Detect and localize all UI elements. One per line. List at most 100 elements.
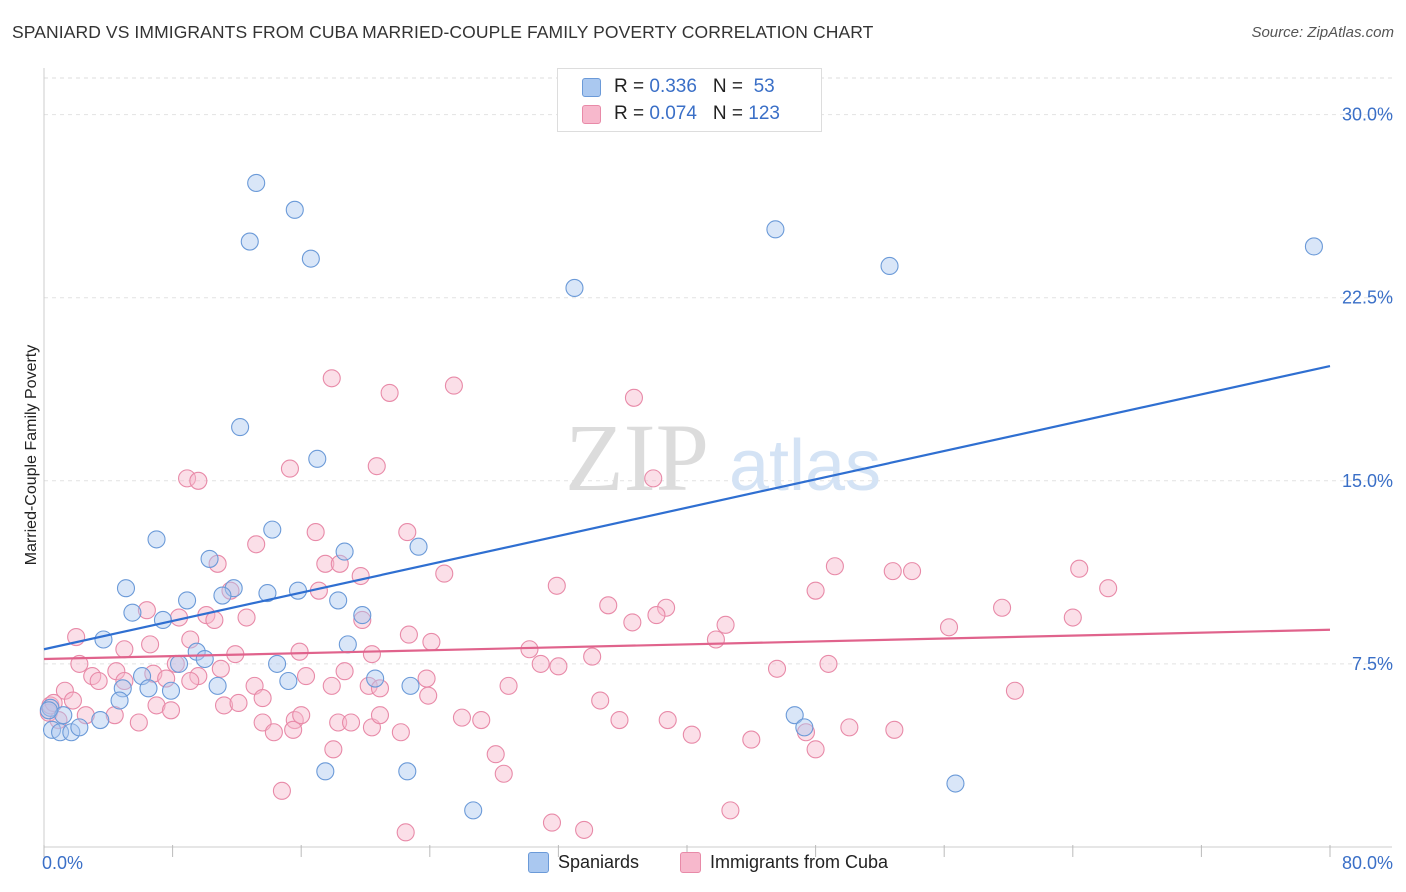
data-point <box>396 823 415 842</box>
data-point <box>115 640 134 659</box>
data-point <box>253 689 272 708</box>
legend-r-value: 0.074 <box>649 103 697 124</box>
data-point <box>1063 608 1082 627</box>
data-point <box>353 610 372 630</box>
data-point <box>169 654 189 673</box>
data-point <box>147 530 166 549</box>
data-point <box>883 562 902 581</box>
data-point <box>623 613 642 632</box>
data-point <box>624 388 644 407</box>
data-point <box>610 711 629 730</box>
data-point <box>211 659 230 678</box>
data-point <box>767 659 787 678</box>
legend-r-label: R = <box>614 103 650 124</box>
data-point <box>444 376 463 395</box>
data-point <box>366 669 385 688</box>
legend-n-label: N = <box>712 76 749 97</box>
data-point <box>290 642 309 661</box>
data-point <box>721 801 740 820</box>
data-point <box>542 813 562 832</box>
data-point <box>716 615 735 634</box>
data-point <box>316 554 335 573</box>
series-legend-cuba: Immigrants from Cuba <box>680 852 888 873</box>
data-point <box>464 801 483 820</box>
series-legend-spaniards: Spaniards <box>528 852 639 873</box>
data-point <box>153 610 173 630</box>
data-point <box>200 549 219 568</box>
data-point <box>1070 559 1089 578</box>
legend-r-label: R = <box>614 76 650 97</box>
legend-row-cuba: R = 0.074 N = 123 <box>582 102 780 126</box>
legend-n-value: 123 <box>748 103 780 124</box>
data-point <box>324 740 343 759</box>
data-point <box>39 701 58 720</box>
stats-legend: R = 0.336 N = 53 R = 0.074 N = 123 <box>557 68 822 132</box>
data-point <box>54 706 73 725</box>
data-point <box>178 591 197 610</box>
data-point <box>825 557 844 576</box>
data-point <box>353 606 372 625</box>
data-point <box>258 584 277 603</box>
series-swatch-spaniards <box>528 852 549 873</box>
data-point <box>89 671 108 691</box>
data-point <box>398 523 417 542</box>
data-point <box>398 762 417 781</box>
data-point <box>399 625 418 644</box>
data-point <box>306 523 325 542</box>
data-point <box>531 654 550 673</box>
data-point <box>939 618 959 637</box>
legend-n-label: N = <box>712 103 749 124</box>
data-point <box>599 596 618 615</box>
data-point <box>229 693 248 713</box>
data-point <box>422 632 441 651</box>
data-point <box>435 564 454 583</box>
data-point <box>70 654 89 673</box>
data-point <box>129 713 148 732</box>
data-point <box>785 706 804 725</box>
data-point <box>288 581 308 600</box>
legend-row-spaniards: R = 0.336 N = 53 <box>582 75 775 99</box>
data-point <box>341 713 361 732</box>
data-point <box>658 711 677 730</box>
data-point <box>1099 579 1118 598</box>
gridlines <box>44 77 1392 665</box>
legend-r-value: 0.336 <box>649 76 697 97</box>
data-point <box>272 781 291 800</box>
legend-swatch-spaniards <box>582 78 601 97</box>
data-point <box>329 591 348 610</box>
data-point <box>292 706 311 725</box>
data-point <box>137 601 156 620</box>
data-point <box>993 598 1012 617</box>
data-point <box>472 711 491 730</box>
data-point <box>520 640 539 659</box>
data-point <box>237 608 256 627</box>
data-point <box>296 667 316 686</box>
data-point <box>231 418 250 437</box>
data-point <box>795 718 814 737</box>
data-point <box>301 249 320 268</box>
data-point <box>224 579 243 598</box>
data-point <box>91 711 110 730</box>
data-point <box>806 740 825 759</box>
data-point <box>161 701 181 720</box>
data-point <box>94 630 113 649</box>
x-tick-label-min: 0.0% <box>42 853 84 873</box>
data-point <box>285 200 304 219</box>
data-point <box>123 603 142 622</box>
data-point <box>806 581 825 600</box>
series-spaniards <box>39 173 1323 820</box>
data-point <box>499 676 518 695</box>
y-tick-label: 22.5% <box>1342 288 1393 308</box>
data-point <box>141 635 160 654</box>
chart-title: SPANIARD VS IMMIGRANTS FROM CUBA MARRIED… <box>12 22 874 42</box>
data-point <box>494 764 513 783</box>
data-point <box>161 681 181 700</box>
data-point <box>409 537 428 556</box>
data-point <box>1304 237 1323 256</box>
data-point <box>591 691 610 710</box>
data-point <box>452 708 472 727</box>
data-point <box>213 586 232 605</box>
data-point <box>208 676 227 695</box>
data-point <box>181 671 200 691</box>
data-point <box>247 535 266 554</box>
